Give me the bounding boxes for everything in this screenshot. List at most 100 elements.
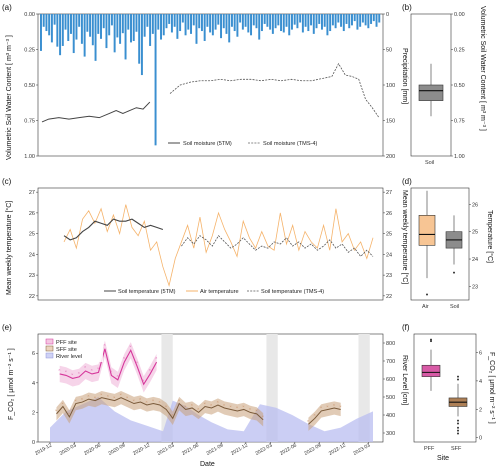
y-tick-label-right: 26 xyxy=(386,211,392,217)
precip-bar xyxy=(244,14,247,27)
panel-c-ylabel-right: Mean weekly temperature [°C] xyxy=(401,190,409,284)
x-tick-label: 2022-06 xyxy=(279,442,298,456)
panel-d-y-ticks: 23 24 25 26 xyxy=(469,202,478,290)
precip-bar xyxy=(312,14,315,34)
precip-bar xyxy=(320,14,323,30)
precip-bar xyxy=(50,14,53,43)
precip-bar xyxy=(359,14,362,27)
panel-d-ylabel: Temperature [°C] xyxy=(486,210,494,263)
precip-bar xyxy=(168,14,171,24)
sff-point: × xyxy=(184,403,187,408)
precip-bar xyxy=(91,14,94,46)
precip-bar xyxy=(307,14,310,32)
precip-bar xyxy=(323,14,326,27)
sff-point: × xyxy=(236,405,239,410)
precip-bar xyxy=(100,14,102,39)
outlier-point xyxy=(430,340,432,343)
pff-point: × xyxy=(65,368,68,373)
y-tick-label: 23 xyxy=(29,273,35,279)
x-tick-label: 2021-12 xyxy=(230,442,249,456)
precip-bar xyxy=(247,14,250,33)
sff-point: × xyxy=(113,394,116,399)
sff-point: × xyxy=(74,397,77,402)
y-tick-label-right: 700 xyxy=(386,359,395,365)
precip-bar xyxy=(198,14,201,29)
precip-bar xyxy=(288,14,291,36)
panel-b-boxplot xyxy=(418,63,444,117)
pff-point: × xyxy=(142,377,145,382)
precip-bar xyxy=(222,14,225,29)
panel-f-xlabel: Site xyxy=(437,455,449,462)
precip-bar xyxy=(151,14,154,34)
soil-moisture-5tm-line xyxy=(41,101,151,123)
y-tick-label: 1.00 xyxy=(454,154,465,160)
panel-d-xtick-soil: Soil xyxy=(450,304,459,310)
precip-bar xyxy=(64,14,67,30)
precip-bar xyxy=(61,14,64,46)
precip-bar xyxy=(274,14,277,29)
sff-point: × xyxy=(249,406,252,411)
y-tick-label: 0.75 xyxy=(24,119,35,125)
y-tick-label: 0.75 xyxy=(454,119,465,125)
sff-point: × xyxy=(326,403,329,408)
pff-line xyxy=(59,348,158,386)
outlier-point xyxy=(426,293,428,296)
sff-point: × xyxy=(204,400,207,405)
y-tick-label-right: 200 xyxy=(386,154,395,160)
panel-f-xtick-sff: SFF xyxy=(451,446,462,452)
temperature-lines xyxy=(63,204,374,287)
pff-point: × xyxy=(84,364,87,369)
panel-b-xtick-soil: Soil xyxy=(425,160,434,166)
y-tick-label: 2 xyxy=(479,407,482,413)
panel-c-y-ticks: 22 23 24 25 26 27 xyxy=(29,190,38,300)
panel-label-d: (d) xyxy=(402,177,412,186)
outlier-point xyxy=(457,432,459,435)
legend-pff-site: PFF site xyxy=(56,340,77,346)
legend-soil-temp-tms4: Soil temperature (TMS-4) xyxy=(261,289,324,295)
precip-bar xyxy=(214,14,217,30)
sff-point: × xyxy=(191,402,194,407)
y-tick-label: 1.00 xyxy=(24,154,35,160)
pff-point: × xyxy=(90,367,93,372)
sff-point: × xyxy=(210,402,213,407)
precip-bar xyxy=(299,14,302,23)
precip-bar xyxy=(124,14,127,60)
x-tick-label: 2019-12 xyxy=(34,442,53,456)
panel-e-y-ticks: 0 2 4 6 xyxy=(32,351,38,446)
sff-point: × xyxy=(158,399,161,404)
y-tick-label-right: 23 xyxy=(386,273,392,279)
panel-c-ylabel: Mean weekly temperature [°C] xyxy=(5,201,13,295)
precip-bar xyxy=(364,14,367,26)
outlier-point xyxy=(430,338,432,341)
precip-bar xyxy=(203,14,206,41)
y-tick-label: 0 xyxy=(479,436,482,442)
outlier-point xyxy=(457,375,459,378)
panel-e-ylabel-right: River Level [cm] xyxy=(401,355,408,405)
sff-line xyxy=(308,407,341,425)
sff-point: × xyxy=(120,391,123,396)
precip-bar xyxy=(277,14,280,26)
precip-bar xyxy=(132,14,135,41)
precip-bar xyxy=(40,14,42,51)
precip-bar xyxy=(342,14,345,32)
precip-bar xyxy=(315,14,318,29)
y-tick-label-right: 50 xyxy=(386,48,392,54)
precip-bar xyxy=(70,14,72,34)
precip-bar xyxy=(337,14,340,23)
panel-c-y-ticks-right: 22 23 24 25 26 27 xyxy=(383,190,392,300)
x-tick-label: 2022-12 xyxy=(328,442,347,456)
box-soil xyxy=(418,84,444,101)
precip-bar xyxy=(220,14,223,39)
precip-bar xyxy=(135,14,138,32)
legend-soil-moisture-tms4: Soil moisture (TMS-4) xyxy=(263,141,318,147)
precip-bar xyxy=(160,14,162,40)
precip-bar xyxy=(334,14,337,29)
y-tick-label: 0.00 xyxy=(454,12,465,18)
sff-point: × xyxy=(87,393,90,398)
sff-point: × xyxy=(333,402,336,407)
river-level-area-fill xyxy=(50,397,373,442)
x-tick-label: 2020-03 xyxy=(59,442,78,456)
precip-bar xyxy=(67,14,70,41)
pff-point: × xyxy=(123,355,126,360)
